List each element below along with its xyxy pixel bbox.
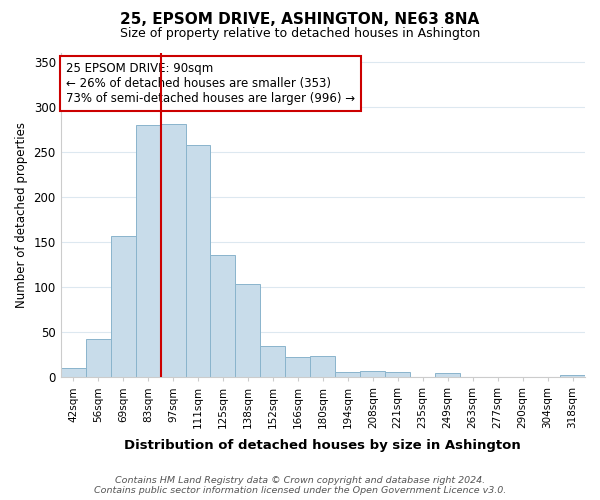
Text: Contains HM Land Registry data © Crown copyright and database right 2024.
Contai: Contains HM Land Registry data © Crown c…: [94, 476, 506, 495]
Bar: [560, 376, 585, 377]
Bar: [260, 346, 286, 377]
Text: 25 EPSOM DRIVE: 90sqm
← 26% of detached houses are smaller (353)
73% of semi-det: 25 EPSOM DRIVE: 90sqm ← 26% of detached …: [66, 62, 355, 105]
Bar: [335, 372, 360, 377]
Bar: [136, 124, 161, 377]
Bar: [161, 124, 185, 377]
Bar: [110, 236, 136, 377]
Bar: [286, 358, 310, 377]
Bar: [310, 356, 335, 377]
X-axis label: Distribution of detached houses by size in Ashington: Distribution of detached houses by size …: [124, 440, 521, 452]
Text: 25, EPSOM DRIVE, ASHINGTON, NE63 8NA: 25, EPSOM DRIVE, ASHINGTON, NE63 8NA: [121, 12, 479, 28]
Bar: [235, 284, 260, 377]
Bar: [61, 368, 86, 377]
Bar: [211, 256, 235, 377]
Bar: [86, 340, 110, 377]
Y-axis label: Number of detached properties: Number of detached properties: [15, 122, 28, 308]
Text: Size of property relative to detached houses in Ashington: Size of property relative to detached ho…: [120, 28, 480, 40]
Bar: [435, 372, 460, 377]
Bar: [385, 372, 410, 377]
Bar: [185, 146, 211, 377]
Bar: [360, 371, 385, 377]
